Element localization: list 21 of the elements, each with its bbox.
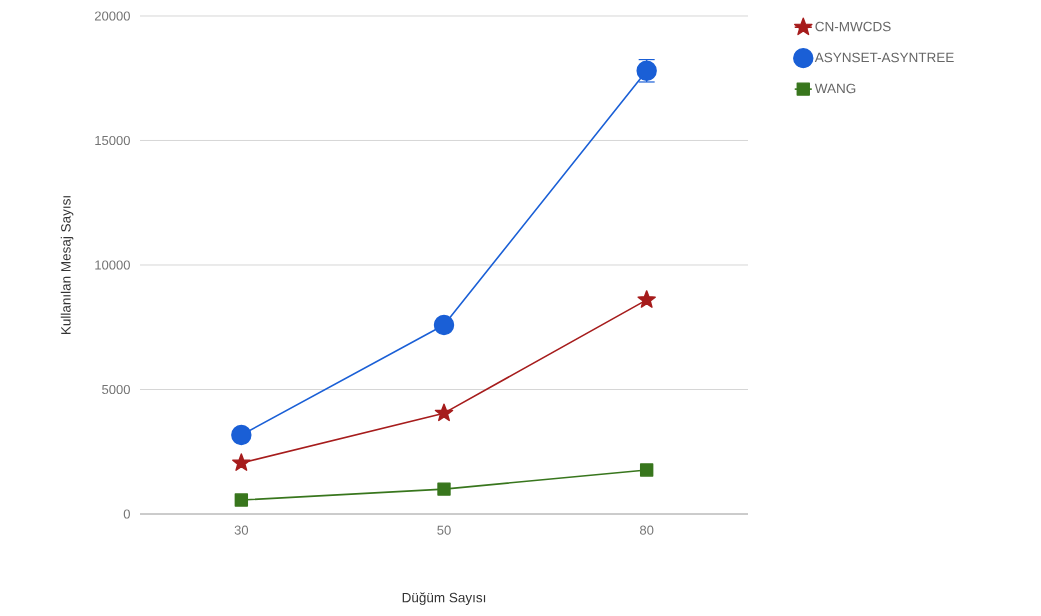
point xyxy=(639,463,654,477)
x-tick-label: 30 xyxy=(234,525,249,535)
point xyxy=(637,290,656,308)
x-tick-label: 80 xyxy=(640,525,654,535)
point xyxy=(433,314,455,336)
point xyxy=(232,453,251,471)
point xyxy=(231,424,252,446)
x-tick-label: 50 xyxy=(437,525,451,535)
y-tick-label: 5000 xyxy=(102,384,130,395)
y-tick-label: 0 xyxy=(123,509,130,519)
point xyxy=(434,403,454,422)
y-tick-label: 15000 xyxy=(95,135,130,146)
y-tick-label: 10000 xyxy=(95,260,130,270)
y-tick-label: 20000 xyxy=(94,11,130,21)
legend-label: CN-MWCDS xyxy=(815,21,891,32)
legend-label: WANG xyxy=(814,83,856,94)
x-axis-title: Düğüm Sayısı xyxy=(402,592,486,606)
point xyxy=(234,493,249,507)
legend-label: ASYNSET-ASYNTREE xyxy=(814,52,954,63)
y-axis-title: Kullanılan Mesaj Sayısı xyxy=(60,196,74,335)
point xyxy=(437,482,451,496)
